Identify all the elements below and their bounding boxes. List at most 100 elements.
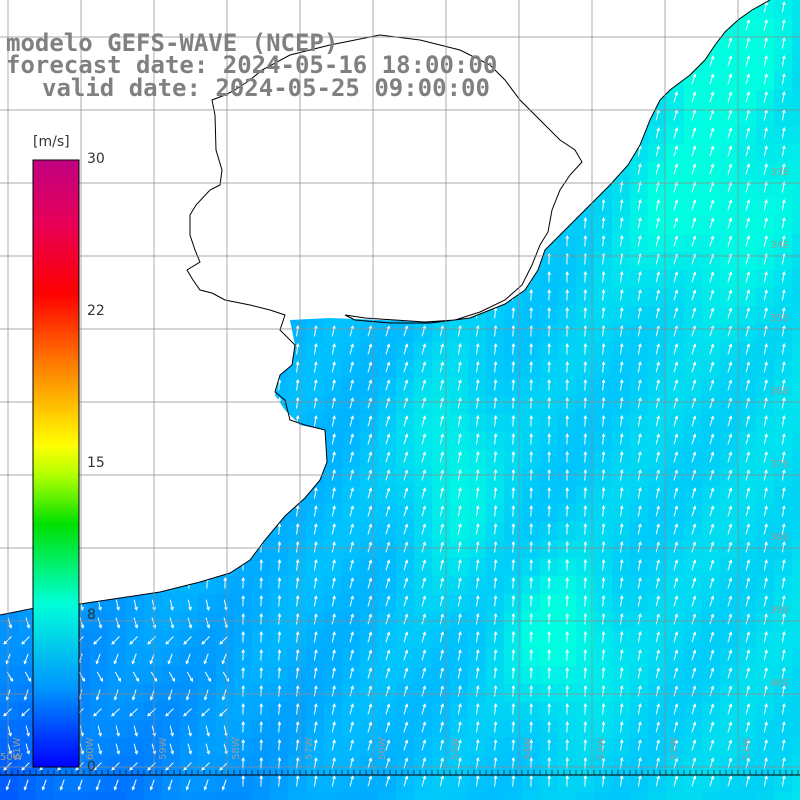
wind-arrow: [475, 685, 480, 697]
wind-arrow: [115, 271, 121, 283]
wind-arrow: [295, 613, 300, 625]
wind-arrow: [745, 559, 751, 571]
wind-arrow: [331, 649, 336, 661]
wind-arrow: [259, 486, 264, 499]
wind-arrow: [169, 145, 174, 157]
wind-arrow: [655, 55, 660, 67]
wind-arrow: [97, 487, 103, 499]
wind-arrow: [79, 271, 85, 283]
wind-arrow: [619, 307, 624, 319]
wind-arrow: [475, 145, 480, 157]
wind-speed-cell: [666, 36, 685, 55]
wind-arrow: [439, 649, 444, 661]
wind-speed-cell: [558, 792, 577, 800]
latitude-label: 37S: [770, 459, 789, 470]
wind-arrow: [439, 631, 444, 643]
wind-arrow: [763, 343, 768, 355]
longitude-label: 50W: [0, 752, 23, 763]
wind-arrow: [457, 703, 462, 715]
wind-speed-cell: [108, 432, 127, 451]
wind-arrow: [637, 559, 642, 571]
wind-arrow: [781, 91, 786, 103]
wind-speed-cell: [180, 396, 199, 415]
wind-speed-cell: [216, 342, 235, 361]
wind-speed-cell: [378, 792, 397, 800]
wind-arrow: [313, 379, 318, 391]
wind-arrow: [439, 19, 444, 31]
wind-arrow: [619, 37, 624, 49]
wind-arrow: [529, 306, 534, 319]
wind-speed-cell: [540, 162, 559, 181]
wind-arrow: [583, 162, 588, 175]
wind-speed-cell: [486, 234, 505, 253]
wind-arrow: [79, 1, 85, 13]
wind-arrow: [295, 127, 300, 139]
wind-speed-cell: [0, 198, 19, 217]
wind-arrow: [727, 523, 733, 535]
wind-speed-cell: [144, 216, 163, 235]
wind-speed-cell: [234, 342, 253, 361]
wind-arrow: [115, 451, 121, 463]
wind-arrow: [259, 144, 264, 157]
wind-arrow: [727, 199, 733, 211]
wind-speed-cell: [432, 198, 451, 217]
wind-speed-cell: [450, 126, 469, 145]
wind-speed-cell: [108, 324, 127, 343]
wind-speed-cell: [450, 216, 469, 235]
wind-arrow: [295, 271, 300, 283]
wind-arrow: [331, 523, 336, 535]
wind-arrow: [295, 685, 300, 697]
wind-arrow: [673, 631, 679, 643]
wind-speed-cell: [90, 270, 109, 289]
wind-arrow: [655, 613, 660, 625]
wind-speed-cell: [414, 198, 433, 217]
wind-arrow: [619, 487, 624, 499]
wind-arrow: [457, 451, 462, 463]
wind-arrow: [367, 433, 373, 445]
wind-arrow: [403, 325, 409, 337]
wind-arrow: [637, 325, 642, 337]
wind-speed-cell: [144, 252, 163, 271]
wind-arrow: [529, 720, 534, 733]
wind-arrow: [727, 217, 733, 229]
wind-arrow: [241, 234, 246, 247]
wind-arrow: [349, 595, 355, 607]
wind-speed-cell: [360, 108, 379, 127]
wind-arrow: [385, 775, 391, 787]
wind-arrow: [187, 743, 193, 755]
wind-speed-cell: [216, 108, 235, 127]
wind-arrow: [637, 667, 642, 679]
wind-arrow: [745, 1, 751, 13]
wind-arrow: [529, 198, 534, 211]
wind-arrow: [7, 397, 12, 409]
wind-arrow: [619, 343, 624, 355]
wind-arrow: [727, 127, 733, 139]
wind-arrow: [763, 775, 768, 787]
wind-speed-cell: [270, 288, 289, 307]
wind-arrow: [601, 685, 606, 697]
wind-arrow: [637, 235, 642, 247]
wind-arrow: [511, 126, 516, 139]
wind-arrow: [313, 289, 318, 301]
wind-speed-cell: [594, 72, 613, 91]
wind-arrow: [493, 397, 498, 409]
wind-arrow: [313, 487, 318, 499]
wind-arrow: [203, 779, 209, 791]
wind-arrow: [619, 19, 624, 31]
wind-arrow: [205, 180, 210, 193]
wind-arrow: [709, 289, 715, 301]
wind-arrow: [259, 522, 264, 535]
wind-speed-cell: [108, 252, 127, 271]
wind-arrow: [385, 433, 391, 445]
wind-arrow: [709, 145, 715, 157]
wind-arrow: [691, 145, 697, 157]
wind-speed-cell: [0, 162, 19, 181]
wind-arrow: [259, 126, 264, 139]
wind-arrow: [241, 288, 246, 301]
wind-speed-cell: [144, 558, 163, 577]
wind-speed-cell: [216, 126, 235, 145]
wind-arrow: [421, 649, 427, 661]
wind-arrow: [673, 487, 679, 499]
wind-arrow: [763, 37, 768, 49]
wind-arrow: [169, 559, 174, 571]
